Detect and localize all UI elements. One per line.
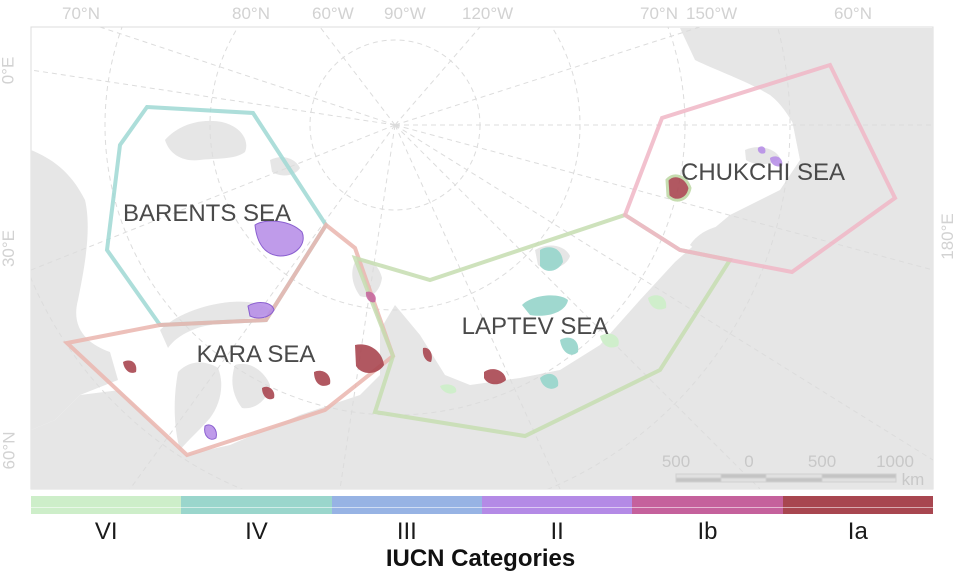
graticule-label: 60°W xyxy=(312,4,354,23)
protected-area-kara-south xyxy=(440,384,457,394)
legend-label: VI xyxy=(94,518,118,545)
protected-area-franz-josef xyxy=(254,220,304,257)
protected-area-lena xyxy=(484,369,506,385)
land-novaya-zemlya xyxy=(160,301,272,348)
graticule-label: 60°N xyxy=(834,4,872,23)
protected-area-wrangel xyxy=(665,174,692,202)
legend-colorbar xyxy=(31,496,934,514)
sea-label-barents: BARENTS SEA xyxy=(123,200,291,227)
protected-area-yamal xyxy=(204,424,217,440)
legend-swatch-ii xyxy=(481,496,633,514)
scale-label: 1000 xyxy=(876,452,914,471)
protected-area-great-arctic-3 xyxy=(262,386,275,400)
graticule-label: 90°W xyxy=(384,4,426,23)
legend-swatch-ia xyxy=(782,496,934,514)
laptev-sea-outline xyxy=(351,212,734,439)
legend-swatch-iv xyxy=(181,496,332,514)
scale-label: 500 xyxy=(808,452,836,471)
chukchi-sea-outline xyxy=(622,62,898,275)
graticule-label: 70°N xyxy=(62,4,100,23)
protected-area-laptev-coast-2 xyxy=(540,373,559,389)
land-scandinavia xyxy=(31,150,118,430)
protected-area-chukchi-east xyxy=(770,156,783,167)
protected-area-great-arctic-2 xyxy=(314,370,331,386)
protected-area-kara-west xyxy=(123,360,137,373)
legend-swatch-vi xyxy=(31,496,182,514)
sea-label-kara: KARA SEA xyxy=(197,341,316,368)
land-chukotka-tip xyxy=(690,224,758,260)
legend-labels: VI IV III II Ib Ia xyxy=(31,518,933,546)
land-yamal xyxy=(174,362,222,450)
legend-swatch-iii xyxy=(331,496,483,514)
protected-area-taimyr xyxy=(422,347,432,362)
protected-area-new-siberian-2 xyxy=(522,295,568,316)
land-gydan xyxy=(232,363,270,409)
scale-label: 0 xyxy=(744,452,753,471)
protected-area-chukchi-north xyxy=(757,146,766,154)
graticule-label: 70°N xyxy=(640,4,678,23)
protected-area-east-siberian-2 xyxy=(600,333,619,348)
legend-label: Ia xyxy=(847,518,868,545)
land-alaska xyxy=(680,28,933,230)
legend-label: IV xyxy=(245,518,268,545)
land-svalbard xyxy=(165,120,247,161)
legend-label: III xyxy=(396,518,417,545)
graticule-label: 150°W xyxy=(686,4,738,23)
sea-label-laptev: LAPTEV SEA xyxy=(462,313,609,340)
legend-title: IUCN Categories xyxy=(385,545,576,572)
land-russia-west xyxy=(31,28,933,489)
scale-unit: km xyxy=(902,470,925,489)
legend-swatch-ib xyxy=(632,496,783,514)
protected-area-new-siberian-1 xyxy=(540,247,563,271)
legend-label: Ib xyxy=(697,518,718,545)
kara-sea-outline xyxy=(62,222,396,458)
protected-area-severnaya-zemlya xyxy=(365,291,376,303)
protected-area-great-arctic-1 xyxy=(355,344,384,374)
scale-bar: 500 0 500 1000 km xyxy=(662,452,925,489)
protected-area-east-siberian xyxy=(648,295,667,310)
graticule-label: 120°W xyxy=(462,4,514,23)
protected-area-novaya-zemlya xyxy=(247,302,275,319)
sea-label-chukchi: CHUKCHI SEA xyxy=(681,159,845,186)
scale-label: 500 xyxy=(662,452,690,471)
protected-area-laptev-coast xyxy=(560,337,579,355)
legend-label: II xyxy=(550,518,564,545)
graticule-label: 80°N xyxy=(232,4,270,23)
